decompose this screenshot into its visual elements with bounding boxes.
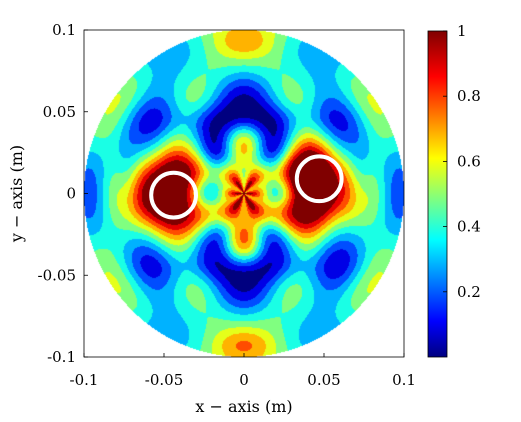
colorbar-tick-label: 0.8 bbox=[457, 87, 481, 105]
x-axis-label: x − axis (m) bbox=[195, 397, 292, 416]
colorbar-tick-label: 0.2 bbox=[457, 283, 481, 301]
y-tick-label: 0.1 bbox=[52, 21, 76, 39]
x-tick-label: 0.05 bbox=[307, 371, 340, 389]
colorbar-gradient bbox=[428, 31, 447, 357]
marker-circle-1 bbox=[149, 170, 199, 220]
marker-circle-2 bbox=[294, 154, 344, 204]
marker-layer bbox=[149, 154, 344, 220]
x-tick-label: -0.1 bbox=[70, 371, 99, 389]
heatmap-plot-area bbox=[84, 30, 404, 357]
y-tick-label: -0.1 bbox=[47, 348, 76, 366]
colorbar-tick-label: 0.4 bbox=[457, 218, 481, 236]
y-tick-label: 0.05 bbox=[43, 103, 76, 121]
y-tick-label: -0.05 bbox=[38, 266, 76, 284]
colorbar-tick-label: 1 bbox=[457, 22, 467, 40]
x-tick-label: 0 bbox=[239, 371, 249, 389]
colorbar: 0.2 0.4 0.6 0.8 1 bbox=[427, 22, 481, 358]
x-tick-label: 0.1 bbox=[392, 371, 416, 389]
x-axis-ticks: -0.1 -0.05 0 0.05 0.1 bbox=[70, 353, 416, 389]
y-axis-ticks: -0.1 -0.05 0 0.05 0.1 bbox=[38, 21, 88, 366]
colorbar-ticks: 0.2 0.4 0.6 0.8 1 bbox=[443, 22, 481, 301]
colorbar-tick-label: 0.6 bbox=[457, 152, 481, 170]
heatmap-image bbox=[84, 30, 404, 357]
colorbar-frame bbox=[427, 30, 448, 358]
y-axis-label: y − axis (m) bbox=[7, 145, 26, 243]
y-tick-label: 0 bbox=[66, 185, 76, 203]
x-tick-label: -0.05 bbox=[145, 371, 183, 389]
